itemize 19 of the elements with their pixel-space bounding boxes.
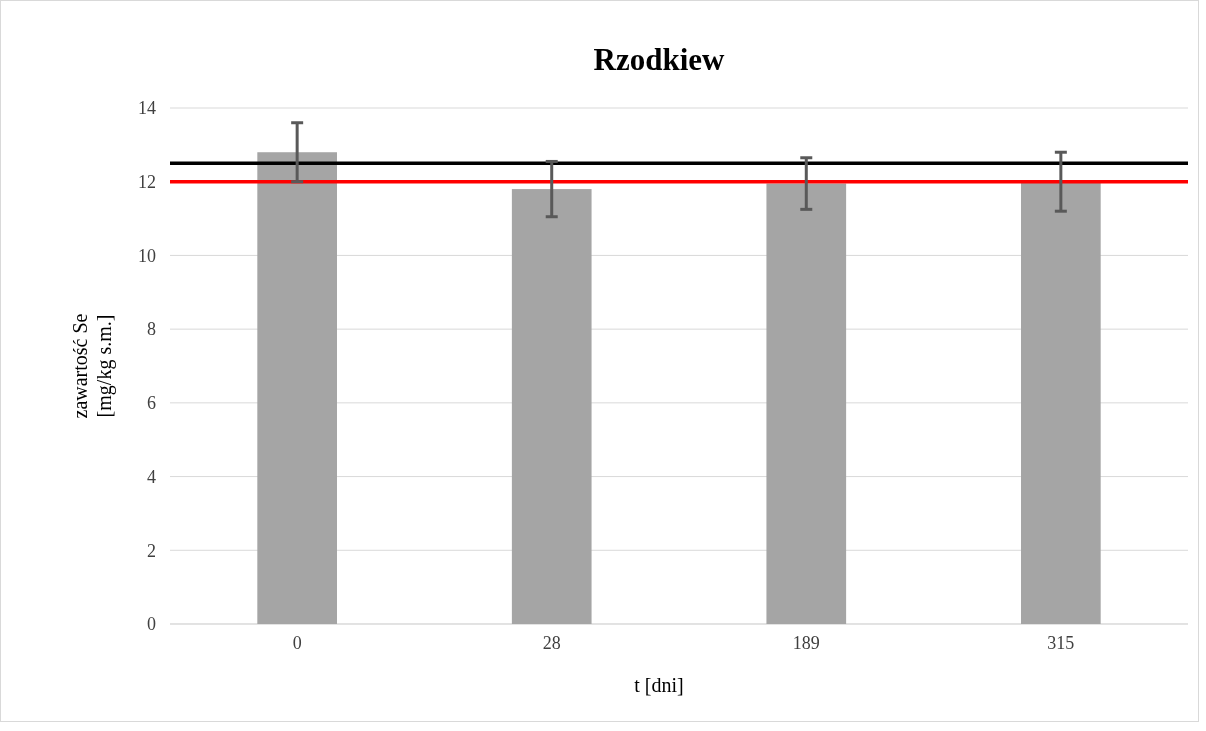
- y-tick-label: 6: [147, 393, 156, 414]
- bar: [511, 189, 592, 624]
- x-tick-label: 189: [792, 632, 820, 653]
- bar: [1021, 181, 1101, 624]
- x-tick-label: 0: [292, 632, 302, 653]
- y-tick-label: 10: [138, 245, 156, 266]
- x-tick-label: 28: [542, 632, 561, 653]
- y-tick-label: 0: [147, 614, 156, 635]
- y-tick-label: 8: [147, 319, 156, 340]
- y-tick-label: 14: [138, 98, 156, 119]
- y-axis-title: zawartość Se [mg/kg s.m.]: [69, 313, 116, 419]
- chart-title: Rzodkiew: [593, 42, 726, 77]
- y-tick-label: 2: [147, 540, 156, 561]
- x-axis-title: t [dni]: [634, 674, 684, 696]
- bar: [766, 183, 847, 624]
- y-tick-label: 4: [147, 466, 156, 487]
- x-tick-label: 315: [1047, 632, 1075, 653]
- y-tick-label: 12: [138, 171, 156, 192]
- bar: [257, 152, 337, 624]
